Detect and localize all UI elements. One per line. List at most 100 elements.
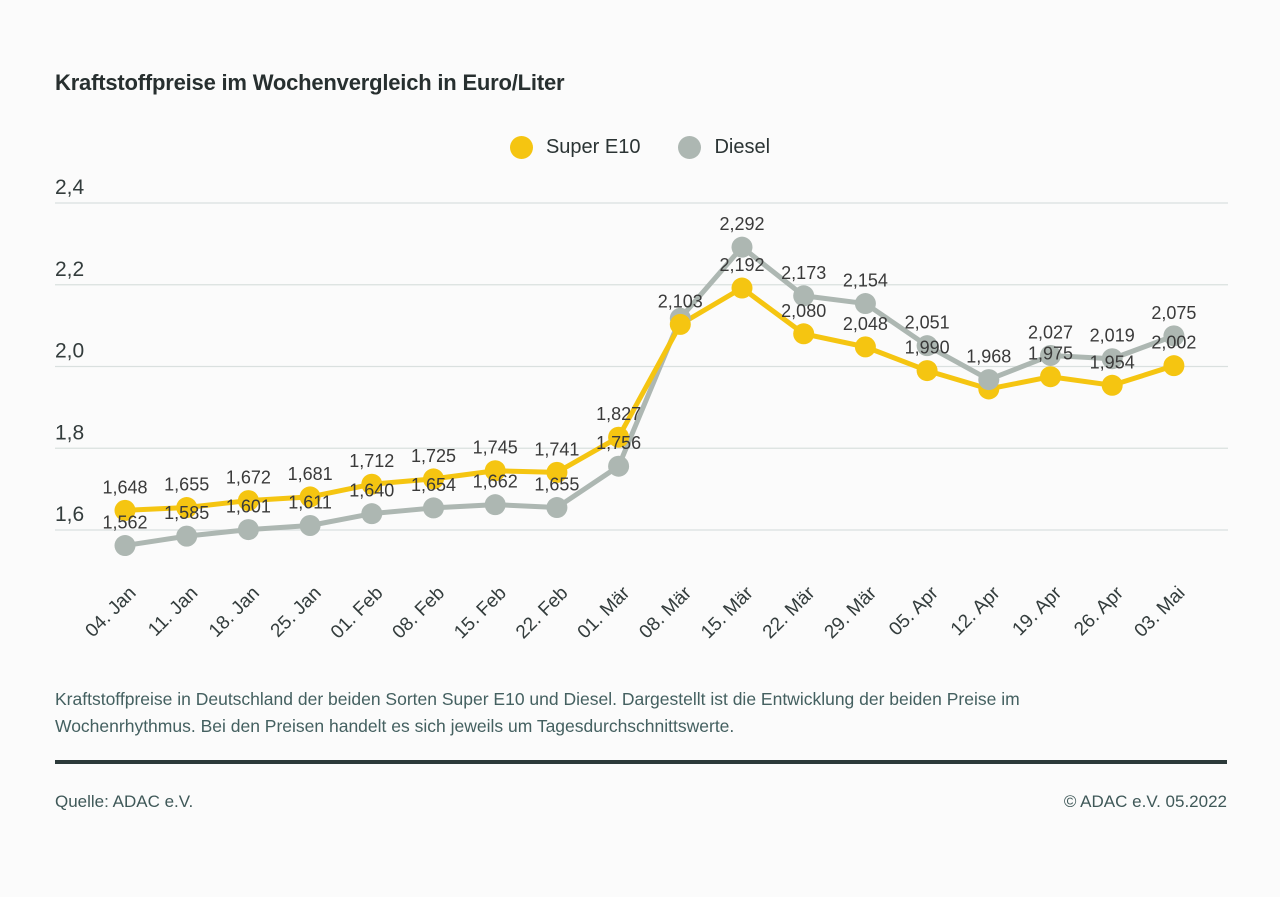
y-axis-tick-label: 2,0 [55, 340, 84, 363]
super-e10-line [122, 285, 1177, 513]
y-axis-tick-label: 2,4 [55, 176, 85, 199]
data-point-label: 2,075 [1151, 303, 1196, 323]
diesel-data-point [793, 285, 815, 307]
diesel-data-point [299, 515, 321, 537]
x-axis-tick-label: 03. Mai [1131, 583, 1190, 642]
diesel-data-point [1040, 344, 1061, 366]
legend-label-super-e10: Super E10 [545, 136, 641, 158]
x-axis-tick-label: 15. Feb [450, 583, 510, 643]
x-axis-tick-label: 26. Apr [1070, 582, 1128, 640]
data-point-label: 1,648 [102, 477, 147, 497]
x-axis-tick-label: 01. Feb [327, 583, 387, 643]
data-point-label: 2,019 [1090, 326, 1135, 346]
diesel-data-point [608, 455, 630, 477]
data-point-label: 1,655 [164, 475, 209, 495]
super-e10-data-point [546, 461, 568, 483]
y-axis-tick-label: 2,2 [55, 258, 84, 281]
diesel-data-point [114, 535, 136, 557]
legend-item-super-e10: Super E10 [509, 136, 641, 159]
x-axis-tick-label: 25. Jan [267, 583, 326, 642]
x-axis-tick-label: 04. Jan [82, 583, 141, 642]
data-point-label: 1,975 [1028, 344, 1073, 364]
x-axis-tick-label: 12. Apr [947, 582, 1005, 640]
source-text: Quelle: ADAC e.V. [55, 792, 194, 811]
diesel-data-point [978, 369, 1000, 391]
super-e10-data-point [1163, 355, 1185, 377]
x-axis-tick-label: 08. Mär [635, 582, 696, 643]
super-e10-data-point [731, 277, 753, 299]
data-point-label: 2,292 [719, 214, 764, 234]
data-point-label: 1,954 [1090, 352, 1135, 372]
page-title: Kraftstoffpreise im Wochenvergleich in E… [55, 70, 565, 95]
diesel-data-point [916, 335, 938, 357]
data-point-label: 1,968 [966, 347, 1011, 367]
data-point-label: 1,725 [411, 446, 456, 466]
super-e10-data-point [793, 323, 815, 345]
diesel-data-point [237, 519, 259, 541]
data-point-label: 1,745 [473, 438, 518, 458]
super-e10-data-point [237, 490, 259, 512]
data-point-label: 1,681 [288, 464, 333, 484]
chart-legend: Super E10 Diesel [0, 136, 1280, 159]
x-axis-tick-label: 11. Jan [144, 583, 202, 641]
legend-item-diesel: Diesel [678, 136, 770, 159]
data-point-label: 2,154 [843, 271, 888, 291]
footer: Quelle: ADAC e.V. © ADAC e.V. 05.2022 [55, 792, 1227, 812]
y-axis-tick-label: 1,6 [55, 503, 84, 526]
diesel-dot-icon [678, 136, 702, 159]
super-e10-data-point [484, 460, 506, 482]
data-point-label: 2,051 [905, 313, 950, 333]
super-e10-dot-icon [509, 136, 533, 159]
super-e10-data-point [176, 497, 198, 519]
x-axis-tick-label: 05. Apr [885, 582, 943, 640]
super-e10-data-point [608, 426, 630, 448]
data-point-label: 2,027 [1028, 322, 1073, 342]
legend-label-diesel: Diesel [714, 136, 771, 158]
x-axis-tick-label: 22. Mär [759, 582, 820, 643]
divider-rule [55, 760, 1227, 764]
data-point-label: 1,672 [226, 468, 271, 488]
data-point-label: 1,601 [226, 497, 271, 517]
super-e10-data-point [916, 360, 938, 382]
data-point-label: 1,712 [349, 451, 394, 471]
data-point-label: 1,662 [473, 472, 518, 492]
data-point-label: 1,640 [349, 481, 394, 501]
description-line-2: Wochenrhythmus. Bei den Preisen handelt … [55, 716, 735, 736]
super-e10-data-point [669, 313, 691, 335]
data-point-label: 1,655 [534, 475, 579, 495]
data-point-label: 1,611 [288, 493, 332, 513]
x-axis-tick-label: 18. Jan [205, 583, 264, 642]
data-point-label: 1,562 [102, 513, 147, 533]
x-axis-tick-label: 22. Feb [512, 583, 572, 643]
diesel-data-point [423, 497, 444, 519]
diesel-data-point [1163, 325, 1185, 347]
super-e10-data-point [1101, 374, 1123, 396]
diesel-data-point [854, 293, 876, 315]
data-point-label: 2,103 [658, 291, 703, 311]
data-point-label: 1,827 [596, 404, 641, 424]
super-e10-data-point [423, 468, 444, 490]
data-point-label: 1,990 [905, 338, 950, 358]
diesel-data-point [361, 503, 383, 525]
data-point-label: 2,048 [843, 314, 888, 334]
super-e10-data-point [1040, 366, 1061, 388]
data-point-label: 2,173 [781, 263, 826, 283]
x-axis-tick-label: 08. Feb [389, 583, 449, 643]
x-axis-tick-label: 15. Mär [697, 582, 758, 643]
x-axis-tick-label: 29. Mär [821, 582, 882, 643]
copyright-text: © ADAC e.V. 05.2022 [1063, 792, 1227, 811]
data-point-label: 1,756 [596, 433, 641, 453]
super-e10-data-point [299, 486, 321, 508]
super-e10-data-point [114, 499, 136, 521]
super-e10-data-point [361, 473, 383, 495]
chart-description: Kraftstoffpreise in Deutschland der beid… [55, 686, 1185, 740]
data-point-label: 2,002 [1151, 333, 1196, 353]
diesel-data-point [546, 497, 568, 519]
x-axis-tick-label: 19. Apr [1009, 582, 1067, 640]
diesel-data-point [176, 525, 198, 547]
description-line-1: Kraftstoffpreise in Deutschland der beid… [55, 689, 1020, 709]
diesel-data-point [1101, 348, 1123, 370]
diesel-data-point [731, 236, 753, 258]
